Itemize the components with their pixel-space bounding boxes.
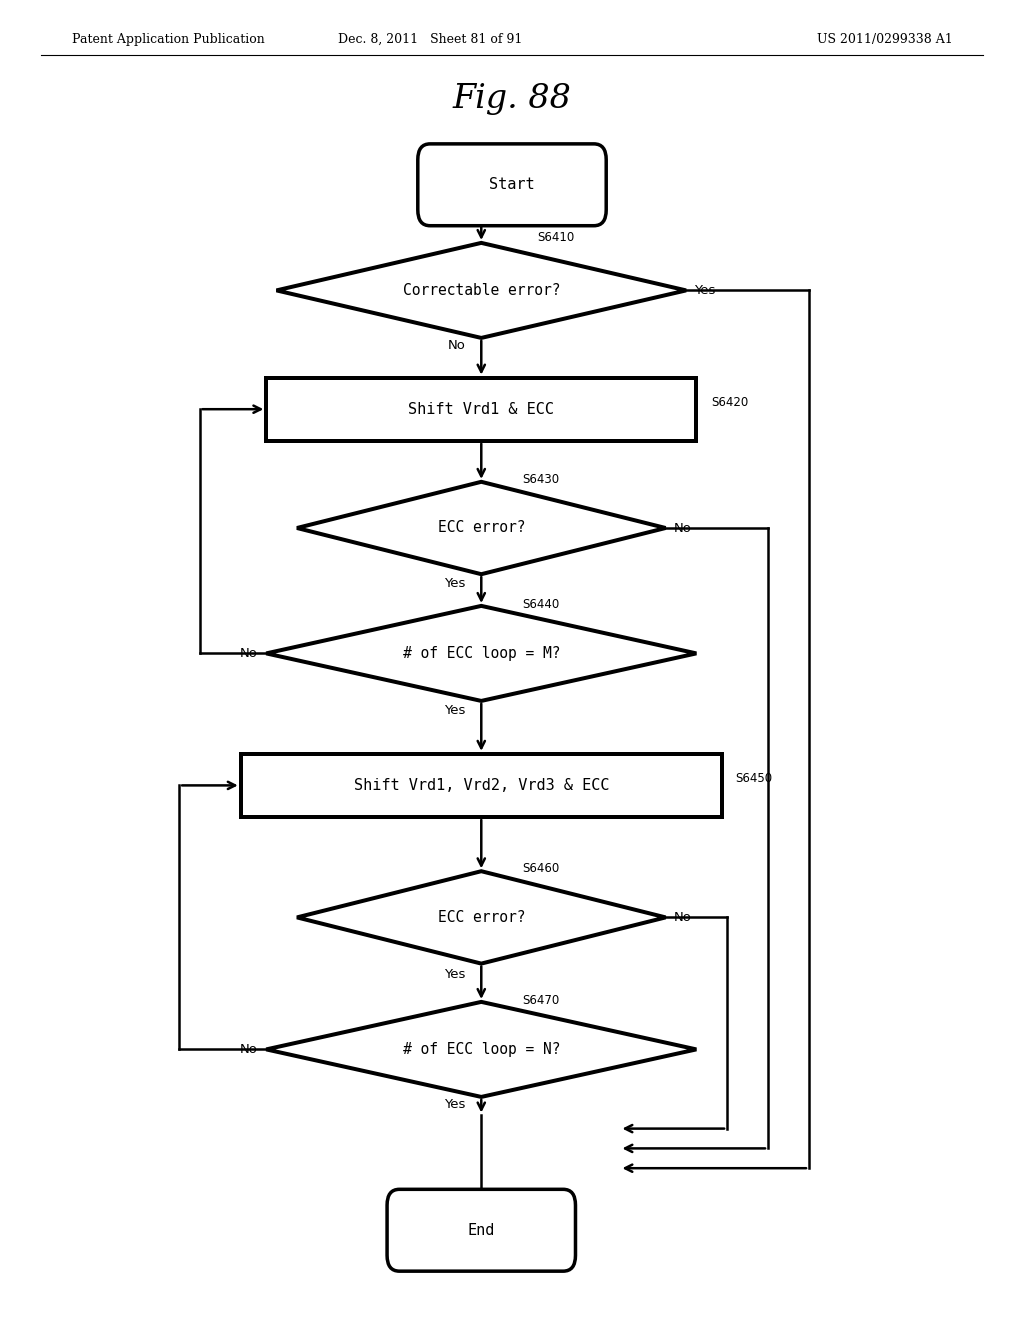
Text: S6460: S6460	[522, 862, 559, 875]
Polygon shape	[266, 606, 696, 701]
Text: Shift Vrd1 & ECC: Shift Vrd1 & ECC	[409, 401, 554, 417]
FancyBboxPatch shape	[387, 1189, 575, 1271]
Text: S6450: S6450	[735, 772, 772, 785]
Text: ECC error?: ECC error?	[437, 520, 525, 536]
Text: Yes: Yes	[444, 968, 466, 981]
Text: No: No	[674, 521, 691, 535]
Bar	[266, 378, 696, 441]
Text: Fig. 88: Fig. 88	[453, 83, 571, 115]
Polygon shape	[297, 871, 666, 964]
Text: No: No	[449, 339, 466, 352]
Text: S6410: S6410	[538, 231, 574, 244]
Text: No: No	[674, 911, 691, 924]
Text: S6440: S6440	[522, 598, 559, 611]
Text: Patent Application Publication: Patent Application Publication	[72, 33, 264, 46]
Polygon shape	[276, 243, 686, 338]
Polygon shape	[266, 1002, 696, 1097]
Bar	[241, 754, 722, 817]
Text: # of ECC loop = N?: # of ECC loop = N?	[402, 1041, 560, 1057]
Polygon shape	[297, 482, 666, 574]
Text: ECC error?: ECC error?	[437, 909, 525, 925]
Text: US 2011/0299338 A1: US 2011/0299338 A1	[816, 33, 952, 46]
FancyBboxPatch shape	[418, 144, 606, 226]
Text: S6420: S6420	[712, 396, 749, 409]
Text: Yes: Yes	[694, 284, 716, 297]
Text: Shift Vrd1, Vrd2, Vrd3 & ECC: Shift Vrd1, Vrd2, Vrd3 & ECC	[353, 777, 609, 793]
Text: No: No	[241, 1043, 258, 1056]
Text: Start: Start	[489, 177, 535, 193]
Text: Yes: Yes	[444, 577, 466, 590]
Text: Yes: Yes	[444, 1098, 466, 1111]
Text: Dec. 8, 2011   Sheet 81 of 91: Dec. 8, 2011 Sheet 81 of 91	[338, 33, 522, 46]
Text: No: No	[241, 647, 258, 660]
Text: Yes: Yes	[444, 704, 466, 717]
Text: End: End	[468, 1222, 495, 1238]
Text: S6470: S6470	[522, 994, 559, 1007]
Text: # of ECC loop = M?: # of ECC loop = M?	[402, 645, 560, 661]
Text: S6430: S6430	[522, 473, 559, 486]
Text: Correctable error?: Correctable error?	[402, 282, 560, 298]
